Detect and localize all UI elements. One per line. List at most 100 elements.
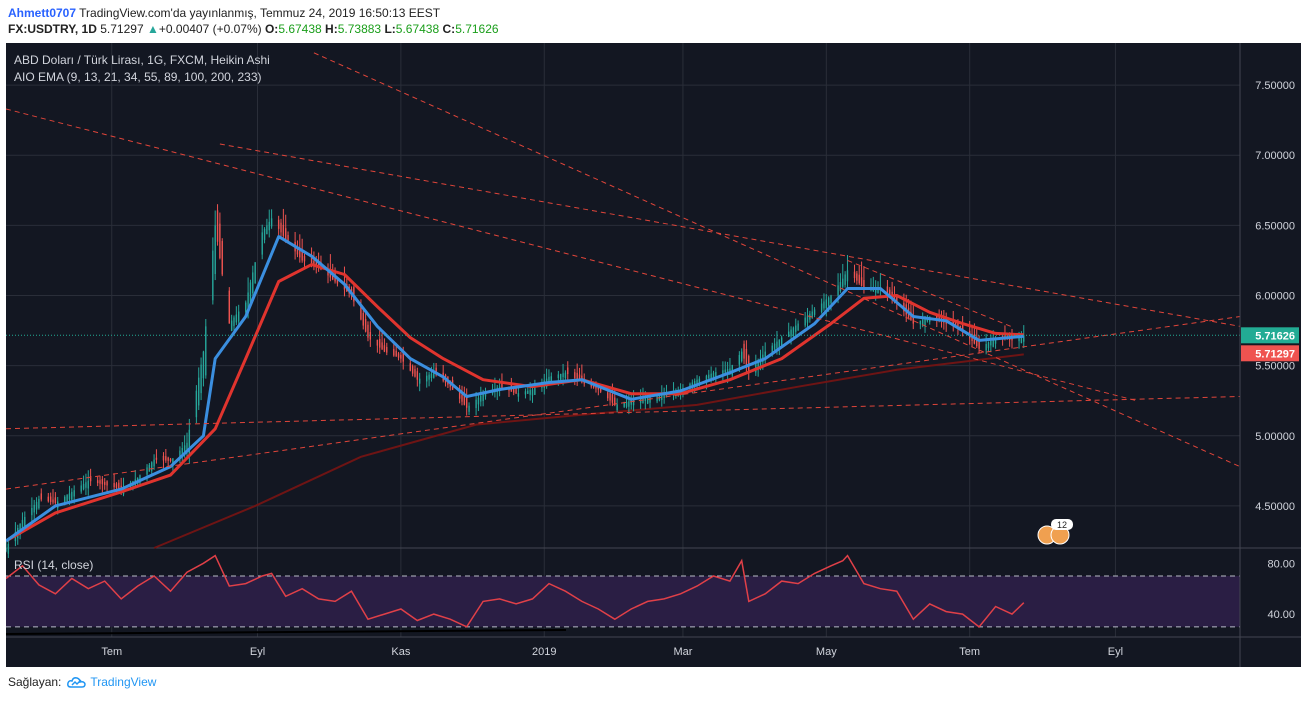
candle-body bbox=[181, 448, 183, 458]
candle-body bbox=[369, 332, 372, 340]
candle-body bbox=[550, 376, 553, 382]
ema-233-line bbox=[153, 353, 1024, 549]
open-label: O: bbox=[264, 22, 279, 36]
candle-body bbox=[693, 381, 696, 386]
candle-body bbox=[261, 232, 263, 255]
candle-body bbox=[712, 372, 715, 380]
candle-body bbox=[414, 369, 416, 377]
candle-body bbox=[708, 374, 710, 379]
rsi-tick-label: 40.00 bbox=[1267, 609, 1295, 621]
price-labels: 5.71626 5.71297 bbox=[1241, 327, 1299, 362]
candle-body bbox=[512, 389, 515, 393]
candle-body bbox=[113, 482, 115, 488]
price-label-box bbox=[1241, 327, 1299, 344]
candle-body bbox=[21, 519, 24, 530]
candle-body bbox=[724, 369, 726, 373]
candle-body bbox=[66, 495, 68, 502]
candle-body bbox=[792, 327, 795, 336]
grid-lines bbox=[6, 43, 1301, 637]
candle-body bbox=[548, 376, 550, 383]
candle-body bbox=[106, 481, 108, 486]
candle-body bbox=[216, 210, 219, 242]
candle-body bbox=[811, 311, 813, 318]
time-tick-label: May bbox=[816, 646, 837, 658]
candle-body bbox=[395, 350, 397, 357]
chart-header: Ahmett0707 TradingView.com'da yayınlanmı… bbox=[8, 5, 499, 37]
candle-body bbox=[877, 288, 879, 294]
price-tick-label: 6.00000 bbox=[1255, 291, 1295, 303]
candle-body bbox=[743, 343, 745, 359]
candle-body bbox=[31, 507, 33, 516]
candle-body bbox=[82, 483, 85, 490]
candle-body bbox=[155, 457, 158, 460]
candle-body bbox=[277, 219, 280, 229]
candle-body bbox=[842, 278, 844, 287]
candle-body bbox=[527, 390, 529, 394]
candle-body bbox=[104, 482, 106, 485]
candle-body bbox=[263, 228, 266, 240]
tradingview-logo[interactable]: TradingView bbox=[67, 675, 156, 689]
candle-body bbox=[630, 400, 632, 405]
candle-body bbox=[642, 398, 644, 404]
candle-body bbox=[889, 289, 891, 297]
candle-body bbox=[179, 450, 181, 459]
candle-body bbox=[360, 304, 362, 320]
price-tick-label: 4.50000 bbox=[1255, 501, 1295, 513]
candle-body bbox=[985, 343, 987, 351]
candle-body bbox=[386, 347, 388, 353]
candle-body bbox=[978, 341, 980, 349]
candle-body bbox=[644, 398, 647, 402]
candle-body bbox=[188, 429, 191, 457]
candle-body bbox=[64, 496, 66, 504]
candle-body bbox=[830, 295, 832, 304]
candle-body bbox=[515, 386, 517, 394]
candle-body bbox=[71, 491, 73, 500]
candle-body bbox=[698, 378, 701, 386]
candle-body bbox=[517, 393, 520, 397]
author-link[interactable]: Ahmett0707 bbox=[8, 6, 77, 20]
candle-body bbox=[89, 475, 92, 482]
candle-body bbox=[214, 225, 216, 274]
candle-body bbox=[87, 480, 89, 489]
candle-body bbox=[886, 286, 889, 295]
candle-body bbox=[85, 482, 87, 488]
candle-body bbox=[247, 292, 249, 314]
candle-body bbox=[806, 315, 809, 323]
candle-body bbox=[574, 372, 576, 379]
candle-body bbox=[310, 257, 313, 265]
candle-body bbox=[576, 372, 578, 380]
candle-body bbox=[846, 270, 849, 282]
candle-body bbox=[362, 313, 364, 326]
time-tick-label: Eyl bbox=[250, 646, 265, 658]
candle-body bbox=[501, 382, 503, 388]
rsi-tick-label: 80.00 bbox=[1267, 558, 1295, 570]
candle-body bbox=[992, 339, 994, 347]
candle-body bbox=[1020, 336, 1023, 344]
candle-body bbox=[804, 317, 806, 326]
candle-body bbox=[186, 442, 188, 451]
candle-body bbox=[235, 314, 238, 323]
candle-body bbox=[797, 323, 799, 331]
candle-body bbox=[778, 339, 781, 349]
candle-body bbox=[839, 282, 842, 291]
candle-body bbox=[228, 290, 231, 324]
candle-body bbox=[764, 351, 766, 361]
candle-body bbox=[957, 321, 959, 329]
candle-body bbox=[379, 338, 381, 348]
candle-body bbox=[266, 225, 268, 235]
candle-body bbox=[115, 483, 118, 488]
trendlines[interactable] bbox=[6, 52, 1241, 490]
event-flag-icon[interactable]: 12 bbox=[1037, 519, 1073, 545]
rsi-legend: RSI (14, close) bbox=[14, 558, 93, 572]
candle-body bbox=[7, 543, 10, 554]
provider-prefix: Sağlayan: bbox=[8, 675, 62, 689]
candle-body bbox=[990, 340, 992, 346]
candle-body bbox=[435, 367, 437, 375]
candle-body bbox=[433, 372, 435, 378]
rsi-band bbox=[6, 575, 1240, 627]
candle-body bbox=[96, 480, 99, 484]
candle-body bbox=[1018, 337, 1020, 342]
price-chart[interactable]: 4.50000 5.00000 5.50000 6.00000 6.50000 7.000… bbox=[6, 43, 1301, 667]
candle-body bbox=[200, 364, 202, 394]
candle-body bbox=[68, 493, 71, 500]
